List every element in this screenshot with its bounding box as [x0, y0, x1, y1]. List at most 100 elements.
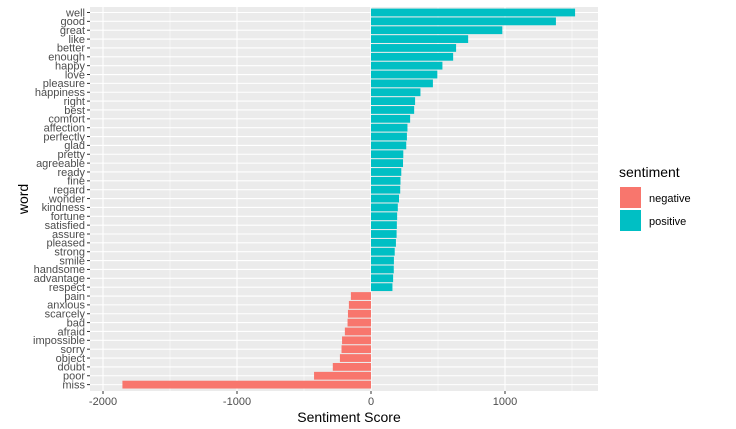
bar-ready	[371, 168, 402, 176]
y-tick-label-respect: respect	[49, 282, 85, 294]
legend-title: sentiment	[619, 164, 680, 180]
bar-well	[371, 8, 576, 17]
bar-glad	[371, 141, 407, 150]
bar-miss	[122, 380, 372, 389]
y-tick-label-object: object	[56, 353, 85, 365]
bar-pleased	[371, 238, 396, 247]
y-tick-label-fine: fine	[67, 176, 85, 188]
y-tick-label-pleasure: pleasure	[43, 78, 85, 90]
y-tick-label-scarcely: scarcely	[45, 309, 86, 321]
bar-poor	[314, 371, 371, 380]
legend-label-positive: positive	[649, 216, 686, 228]
y-tick-label-best: best	[64, 105, 85, 117]
bar-affection	[371, 123, 408, 132]
y-tick-label-regard: regard	[53, 185, 85, 197]
y-tick-label-fortune: fortune	[51, 211, 85, 223]
bar-agreeable	[371, 159, 404, 168]
bar-afraid	[344, 327, 371, 336]
legend-key-negative	[620, 187, 641, 208]
bar-better	[371, 44, 457, 52]
y-tick-label-happiness: happiness	[35, 87, 86, 99]
bar-right	[371, 97, 416, 105]
y-tick-label-agreeable: agreeable	[36, 158, 85, 170]
y-tick-label-afraid: afraid	[57, 326, 85, 338]
bar-handsome	[371, 265, 394, 274]
bar-regard	[371, 185, 401, 194]
legend-key-positive	[620, 210, 641, 231]
bar-like	[371, 35, 469, 43]
bar-assure	[371, 230, 397, 238]
y-tick-label-bad: bad	[67, 317, 85, 329]
y-tick-label-poor: poor	[63, 371, 85, 383]
bar-happy	[371, 61, 443, 70]
y-tick-label-right: right	[64, 96, 85, 108]
y-tick-label-like: like	[68, 34, 85, 46]
bar-satisfied	[371, 221, 397, 230]
bar-fortune	[371, 212, 398, 221]
bars	[122, 8, 576, 389]
bar-happiness	[371, 88, 421, 97]
bar-wonder	[371, 194, 400, 203]
bar-perfectly	[371, 132, 407, 141]
y-tick-label-good: good	[61, 16, 85, 28]
bar-best	[371, 106, 415, 114]
bar-pain	[350, 292, 371, 300]
bar-smile	[371, 256, 394, 265]
legend-label-negative: negative	[649, 193, 691, 205]
bar-scarcely	[347, 309, 371, 318]
y-tick-label-miss: miss	[62, 379, 85, 391]
bar-great	[371, 26, 503, 35]
x-tick-label: -1000	[223, 396, 251, 408]
y-tick-label-strong: strong	[54, 247, 85, 259]
x-axis-title: Sentiment Score	[297, 409, 401, 425]
y-tick-labels: wellgoodgreatlikebetterenoughhappylovepl…	[33, 7, 90, 391]
y-tick-label-impossible: impossible	[33, 335, 85, 347]
y-tick-label-love: love	[65, 69, 85, 81]
bar-strong	[371, 247, 395, 256]
y-tick-label-enough: enough	[48, 52, 85, 64]
bar-advantage	[371, 274, 394, 283]
y-tick-label-handsome: handsome	[34, 264, 85, 276]
y-tick-label-great: great	[60, 25, 85, 37]
bar-love	[371, 70, 438, 79]
bar-bad	[347, 318, 371, 327]
y-tick-label-assure: assure	[52, 229, 85, 241]
y-tick-label-kindness: kindness	[42, 202, 86, 214]
y-tick-label-ready: ready	[57, 167, 85, 179]
y-tick-label-pretty: pretty	[57, 149, 85, 161]
x-tick-labels: -2000 -1000 0 1000	[89, 391, 517, 408]
y-tick-label-comfort: comfort	[48, 114, 85, 126]
y-tick-label-well: well	[65, 7, 85, 19]
y-axis-title: word	[15, 184, 31, 215]
bar-respect	[371, 283, 393, 292]
y-tick-label-satisfied: satisfied	[45, 220, 85, 232]
y-tick-label-smile: smile	[59, 255, 85, 267]
bar-doubt	[332, 363, 371, 371]
y-tick-label-wonder: wonder	[48, 193, 85, 205]
bar-good	[371, 17, 556, 26]
y-tick-label-anxious: anxious	[47, 300, 85, 312]
x-tick-label: 0	[368, 396, 374, 408]
bar-anxious	[348, 300, 371, 309]
y-tick-label-affection: affection	[44, 122, 85, 134]
y-tick-label-pleased: pleased	[46, 238, 85, 250]
bar-impossible	[342, 336, 371, 345]
y-tick-label-glad: glad	[64, 140, 85, 152]
bar-fine	[371, 176, 401, 185]
bar-enough	[371, 52, 454, 61]
y-tick-label-advantage: advantage	[34, 273, 85, 285]
bar-sorry	[341, 345, 371, 354]
bar-kindness	[371, 203, 398, 212]
y-tick-label-happy: happy	[55, 60, 85, 72]
bar-comfort	[371, 114, 411, 123]
x-tick-label: -2000	[89, 396, 117, 408]
y-tick-label-sorry: sorry	[61, 344, 86, 356]
bar-pleasure	[371, 79, 433, 88]
bar-pretty	[371, 150, 404, 159]
y-tick-label-pain: pain	[64, 291, 85, 303]
legend: sentiment negative positive	[619, 164, 691, 231]
y-tick-label-doubt: doubt	[57, 362, 85, 374]
bar-object	[339, 354, 371, 362]
y-tick-label-better: better	[57, 43, 85, 55]
